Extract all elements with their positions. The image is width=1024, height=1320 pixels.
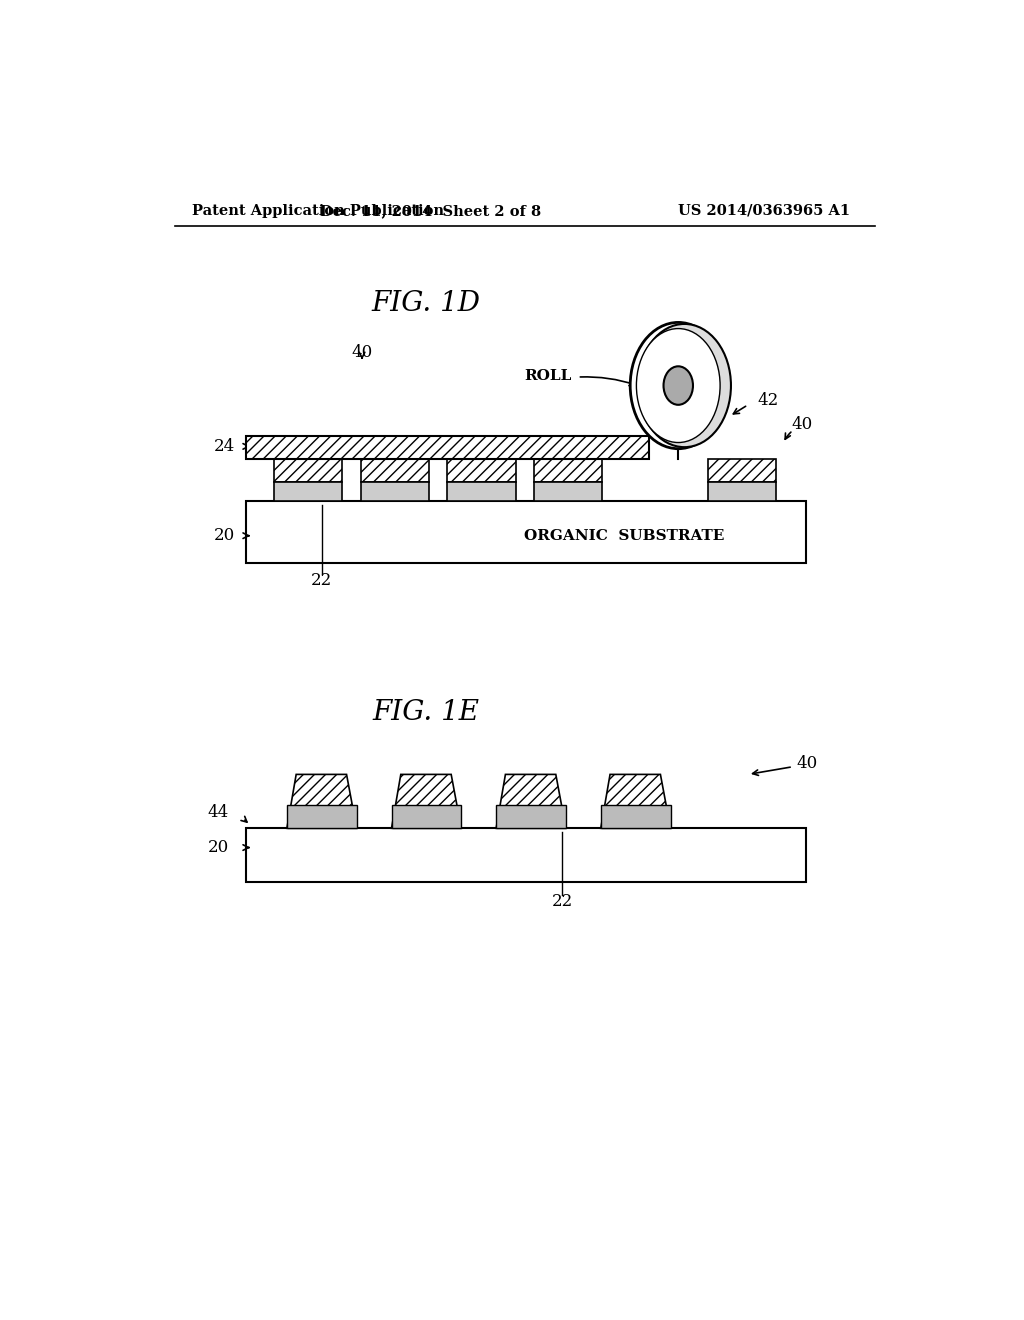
- Bar: [273, 482, 342, 502]
- Text: Patent Application Publication: Patent Application Publication: [191, 203, 443, 218]
- Text: Dec. 11, 2014  Sheet 2 of 8: Dec. 11, 2014 Sheet 2 of 8: [319, 203, 541, 218]
- Polygon shape: [287, 775, 356, 829]
- Bar: [535, 482, 602, 502]
- Text: 44: 44: [208, 804, 228, 821]
- Bar: [360, 459, 429, 482]
- Bar: [360, 482, 429, 502]
- Text: US 2014/0363965 A1: US 2014/0363965 A1: [678, 203, 850, 218]
- Polygon shape: [391, 805, 461, 829]
- Ellipse shape: [664, 367, 693, 405]
- Bar: [273, 459, 342, 482]
- Text: 42: 42: [758, 392, 778, 409]
- Ellipse shape: [630, 322, 726, 449]
- Bar: [708, 482, 776, 502]
- Polygon shape: [496, 805, 566, 829]
- Text: 40: 40: [796, 755, 817, 772]
- Text: 40: 40: [351, 345, 373, 360]
- Bar: [246, 436, 649, 459]
- Text: 22: 22: [551, 892, 572, 909]
- Polygon shape: [287, 805, 356, 829]
- Polygon shape: [601, 775, 671, 829]
- Bar: [246, 502, 806, 562]
- Text: ROLL: ROLL: [524, 368, 571, 383]
- Polygon shape: [496, 775, 566, 829]
- Bar: [447, 482, 515, 502]
- Text: 40: 40: [792, 416, 813, 433]
- Text: 20: 20: [214, 527, 234, 544]
- Text: 24: 24: [214, 438, 234, 455]
- Text: 20: 20: [208, 840, 228, 857]
- Polygon shape: [601, 805, 671, 829]
- Bar: [246, 829, 806, 882]
- Polygon shape: [391, 775, 461, 829]
- Bar: [447, 459, 515, 482]
- Text: ORGANIC  SUBSTRATE: ORGANIC SUBSTRATE: [524, 529, 724, 543]
- Text: 22: 22: [311, 572, 333, 589]
- Ellipse shape: [636, 329, 720, 442]
- Ellipse shape: [638, 323, 731, 447]
- Text: FIG. 1D: FIG. 1D: [372, 289, 481, 317]
- Bar: [708, 459, 776, 482]
- Text: FIG. 1E: FIG. 1E: [373, 700, 480, 726]
- Bar: [535, 459, 602, 482]
